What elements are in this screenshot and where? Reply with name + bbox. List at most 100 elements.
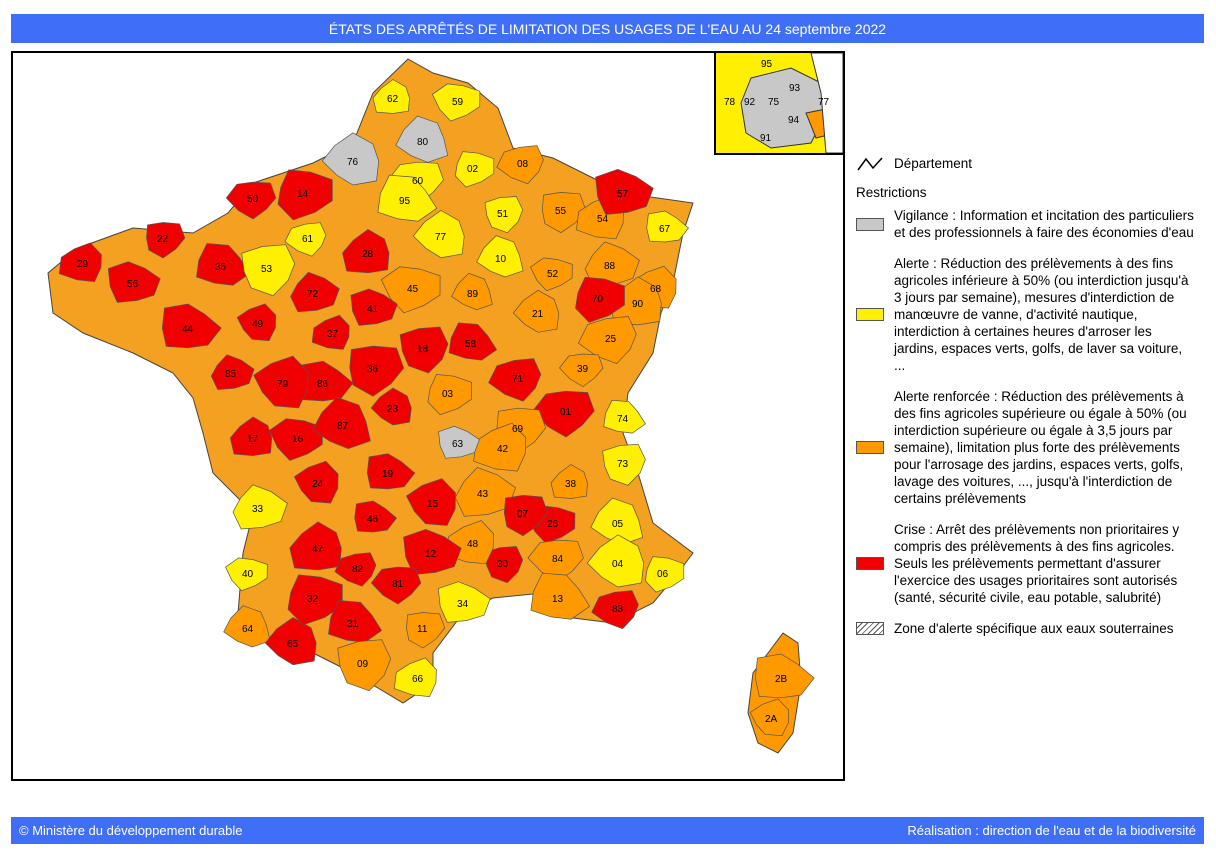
department-label-04: 04 — [612, 559, 624, 570]
department-25 — [577, 316, 637, 365]
department-label-32: 32 — [307, 594, 319, 605]
department-10 — [476, 235, 524, 278]
department-83 — [591, 590, 639, 630]
department-label-60: 60 — [412, 176, 424, 187]
department-label-88: 88 — [604, 261, 616, 272]
department-label-31: 31 — [347, 619, 359, 630]
department-label-24: 24 — [312, 479, 324, 490]
paris-inset: 95 93 77 78 92 75 94 91 — [714, 51, 845, 155]
department-34 — [437, 581, 491, 623]
department-08 — [496, 145, 544, 185]
department-40 — [225, 557, 268, 592]
department-81 — [370, 566, 422, 605]
department-62 — [372, 79, 410, 114]
legend-item-crise: Crise : Arrêt des prélèvements non prior… — [856, 521, 1201, 606]
inset-label-75: 75 — [768, 97, 780, 108]
department-73 — [602, 443, 646, 486]
petite-couronne — [740, 67, 827, 149]
department-label-05: 05 — [612, 519, 624, 530]
hatch-swatch — [856, 622, 884, 635]
legend-restrictions-title: Restrictions — [856, 185, 927, 200]
legend-text-vigilance: Vigilance : Information et incitation de… — [894, 208, 1194, 240]
department-label-73: 73 — [617, 459, 629, 470]
legend-department-label: Département — [894, 156, 973, 171]
department-label-10: 10 — [495, 254, 507, 265]
vigilance-swatch — [856, 217, 884, 231]
department-label-64: 64 — [242, 624, 254, 635]
department-label-59: 59 — [452, 97, 464, 108]
department-label-86: 86 — [317, 379, 329, 390]
department-18 — [399, 326, 449, 374]
department-label-33: 33 — [252, 504, 264, 515]
footer-copyright: © Ministère du développement durable — [19, 823, 243, 838]
department-label-06: 06 — [657, 569, 669, 580]
department-28 — [342, 228, 390, 274]
department-label-87: 87 — [337, 421, 349, 432]
department-87 — [312, 396, 371, 449]
legend: Département Restrictions Vigilance : Inf… — [856, 155, 1201, 651]
legend-item-alerte-renforcee: Alerte renforcée : Réduction des prélève… — [856, 388, 1201, 507]
inset-label-77: 77 — [818, 97, 830, 108]
department-63 — [438, 425, 480, 459]
department-label-63: 63 — [452, 439, 464, 450]
department-label-26: 26 — [547, 519, 559, 530]
department-72 — [290, 271, 340, 313]
map-title: ÉTATS DES ARRÊTÉS DE LIMITATION DES USAG… — [328, 20, 887, 37]
department-label-36: 36 — [367, 364, 379, 375]
department-label-49: 49 — [252, 319, 264, 330]
department-label-84: 84 — [552, 554, 564, 565]
department-21 — [512, 289, 560, 333]
department-label-46: 46 — [367, 514, 379, 525]
department-70 — [575, 276, 625, 323]
department-14 — [277, 169, 333, 221]
department-76 — [321, 132, 380, 186]
department-label-42: 42 — [497, 444, 509, 455]
department-82 — [334, 552, 377, 587]
legend-item-souterraines: Zone d'alerte spécifique aux eaux souter… — [856, 620, 1201, 637]
department-label-53: 53 — [261, 264, 273, 275]
department-label-80: 80 — [417, 137, 429, 148]
department-55 — [541, 192, 587, 234]
department-label-79: 79 — [277, 379, 289, 390]
department-13 — [530, 572, 591, 620]
department-51 — [484, 196, 524, 234]
department-52 — [530, 257, 573, 292]
footer-credit: Réalisation : direction de l'eau et de l… — [907, 823, 1196, 838]
department-64 — [223, 605, 271, 648]
department-label-95: 95 — [399, 196, 411, 207]
legend-text-crise: Crise : Arrêt des prélèvements non prior… — [894, 522, 1180, 605]
department-label-58: 58 — [465, 339, 477, 350]
department-label-77: 77 — [435, 232, 447, 243]
department-15 — [406, 478, 456, 526]
department-label-52: 52 — [547, 269, 559, 280]
department-35 — [196, 243, 251, 286]
department-07 — [503, 495, 549, 537]
department-label-48: 48 — [467, 539, 479, 550]
department-label-55: 55 — [555, 206, 567, 217]
department-label-13: 13 — [552, 594, 564, 605]
department-label-40: 40 — [242, 569, 254, 580]
legend-text-alerte: Alerte : Réduction des prélèvements à de… — [894, 256, 1189, 373]
department-label-2a: 2A — [765, 714, 778, 725]
department-label-2b: 2B — [775, 674, 788, 685]
department-label-38: 38 — [565, 479, 577, 490]
department-label-56: 56 — [127, 279, 139, 290]
department-84 — [527, 539, 584, 583]
department-67 — [646, 210, 689, 243]
department-80 — [395, 115, 449, 163]
department-36 — [349, 345, 405, 397]
department-41 — [350, 288, 398, 326]
map-title-banner: ÉTATS DES ARRÊTÉS DE LIMITATION DES USAG… — [11, 14, 1204, 43]
department-2a — [749, 698, 790, 737]
department-label-03: 03 — [442, 389, 454, 400]
department-44 — [161, 303, 222, 349]
department-label-21: 21 — [532, 309, 544, 320]
footer-banner: © Ministère du développement durable Réa… — [11, 817, 1204, 844]
department-label-15: 15 — [427, 499, 439, 510]
department-label-47: 47 — [312, 544, 324, 555]
department-89 — [451, 272, 493, 311]
department-label-11: 11 — [417, 624, 428, 635]
department-11 — [406, 612, 446, 649]
department-label-28: 28 — [362, 249, 374, 260]
department-label-45: 45 — [407, 284, 419, 295]
